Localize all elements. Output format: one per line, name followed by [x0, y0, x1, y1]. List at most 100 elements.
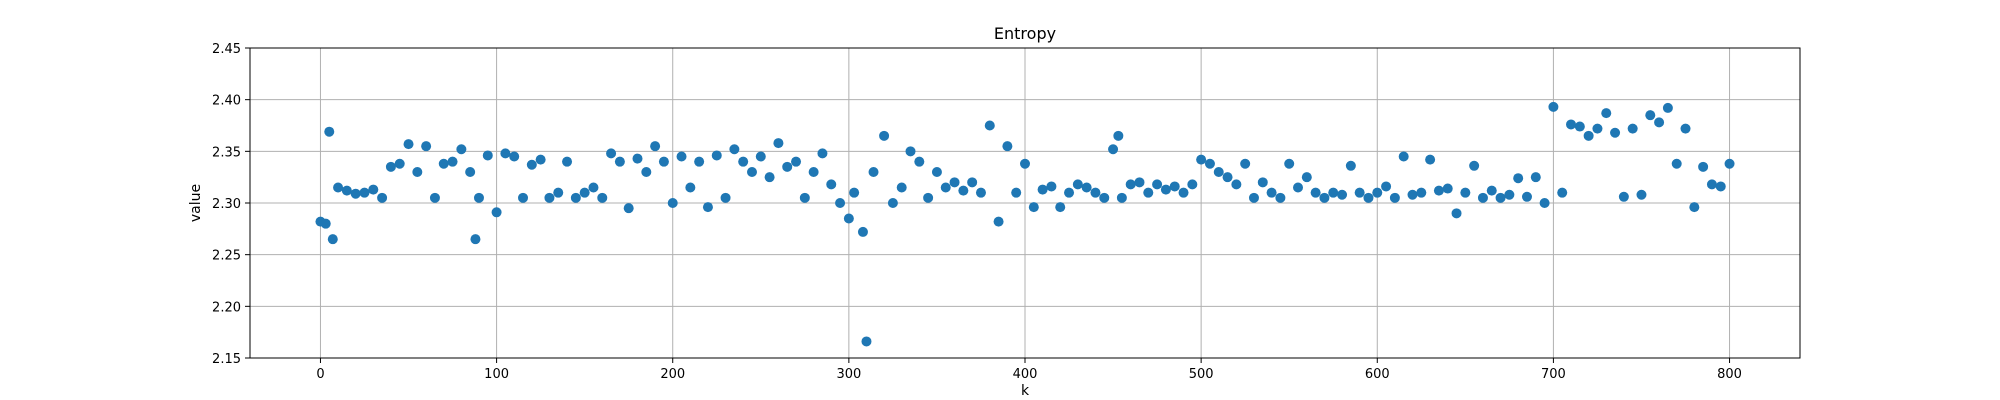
data-point	[967, 177, 978, 188]
data-point	[1345, 160, 1356, 171]
data-point	[394, 158, 405, 169]
data-point	[1460, 187, 1471, 198]
data-point	[526, 159, 537, 170]
data-point	[1706, 179, 1717, 190]
data-point	[1108, 144, 1119, 155]
chart-title: Entropy	[994, 24, 1056, 43]
data-point	[1143, 187, 1154, 198]
data-point	[470, 234, 481, 245]
data-point	[350, 188, 361, 199]
data-point	[1011, 187, 1022, 198]
ticks: 0 100 200 300 400 500 600 700 800 2.15 2.20 2.25 2.3…	[212, 42, 1742, 382]
data-point	[764, 172, 775, 183]
data-point	[1477, 192, 1488, 203]
data-point	[1583, 130, 1594, 141]
data-point	[773, 138, 784, 149]
data-point	[385, 161, 396, 172]
data-point	[1425, 154, 1436, 165]
data-point	[1636, 189, 1647, 200]
data-point	[341, 185, 352, 196]
data-point	[1715, 181, 1726, 192]
data-point	[1090, 187, 1101, 198]
data-point	[650, 141, 661, 152]
data-point	[1530, 172, 1541, 183]
data-point	[1319, 192, 1330, 203]
data-point	[1398, 151, 1409, 162]
data-point	[1222, 172, 1233, 183]
data-point	[1160, 184, 1171, 195]
data-point	[377, 192, 388, 203]
data-point	[1248, 192, 1259, 203]
data-point	[597, 192, 608, 203]
data-point	[1020, 158, 1030, 169]
data-point	[1178, 187, 1189, 198]
x-tick-label: 800	[1717, 367, 1742, 382]
data-point	[1037, 184, 1048, 195]
data-point	[1046, 181, 1057, 192]
data-point	[1574, 121, 1585, 132]
y-tick-label: 2.30	[212, 197, 241, 212]
data-point	[482, 150, 493, 161]
y-tick-label: 2.20	[212, 300, 241, 315]
data-point	[1354, 187, 1365, 198]
data-point	[1125, 179, 1136, 190]
data-point	[368, 184, 379, 195]
y-tick-label: 2.40	[212, 94, 241, 109]
data-point	[1486, 185, 1497, 196]
data-point	[1072, 179, 1083, 190]
x-axis-label: k	[1021, 383, 1030, 399]
data-point	[1416, 187, 1427, 198]
data-point	[606, 148, 617, 159]
data-point	[1187, 179, 1198, 190]
data-point	[579, 187, 590, 198]
data-point	[676, 151, 687, 162]
data-point	[958, 185, 969, 196]
data-point	[1310, 187, 1321, 198]
data-point	[1113, 130, 1124, 141]
x-tick-label: 200	[660, 367, 685, 382]
data-point	[544, 192, 555, 203]
data-point	[1002, 141, 1013, 152]
data-point	[447, 156, 458, 167]
data-point	[791, 156, 802, 167]
data-point	[975, 187, 986, 198]
data-point	[1196, 154, 1207, 165]
data-point	[1231, 179, 1242, 190]
data-point	[465, 167, 476, 177]
data-point	[1284, 158, 1295, 169]
data-point	[1504, 189, 1515, 200]
data-point	[327, 234, 338, 245]
y-tick-label: 2.15	[212, 352, 241, 367]
data-point	[843, 213, 854, 224]
data-point	[799, 192, 810, 203]
data-point	[623, 203, 634, 214]
data-point	[835, 198, 846, 208]
y-tick-label: 2.35	[212, 145, 241, 160]
data-point	[694, 156, 705, 167]
data-point	[1451, 208, 1462, 219]
data-point	[702, 202, 713, 213]
y-axis-label: value	[188, 184, 204, 222]
data-point	[1055, 202, 1066, 213]
data-point	[491, 207, 502, 218]
data-point	[509, 151, 520, 162]
data-point	[1116, 192, 1127, 203]
data-point	[632, 153, 643, 164]
data-point	[1372, 187, 1383, 198]
data-point	[887, 198, 898, 208]
x-tick-label: 100	[484, 367, 509, 382]
data-point	[1134, 177, 1145, 188]
data-point	[720, 192, 731, 203]
data-point	[931, 167, 942, 177]
y-tick-label: 2.25	[212, 249, 241, 264]
data-point	[738, 156, 749, 167]
data-point	[1407, 189, 1418, 200]
data-point	[1275, 192, 1286, 203]
data-point	[896, 182, 907, 193]
data-point	[570, 192, 581, 203]
data-point	[685, 182, 696, 193]
data-point	[1495, 192, 1506, 203]
data-point	[438, 158, 449, 169]
data-point	[1064, 187, 1075, 198]
